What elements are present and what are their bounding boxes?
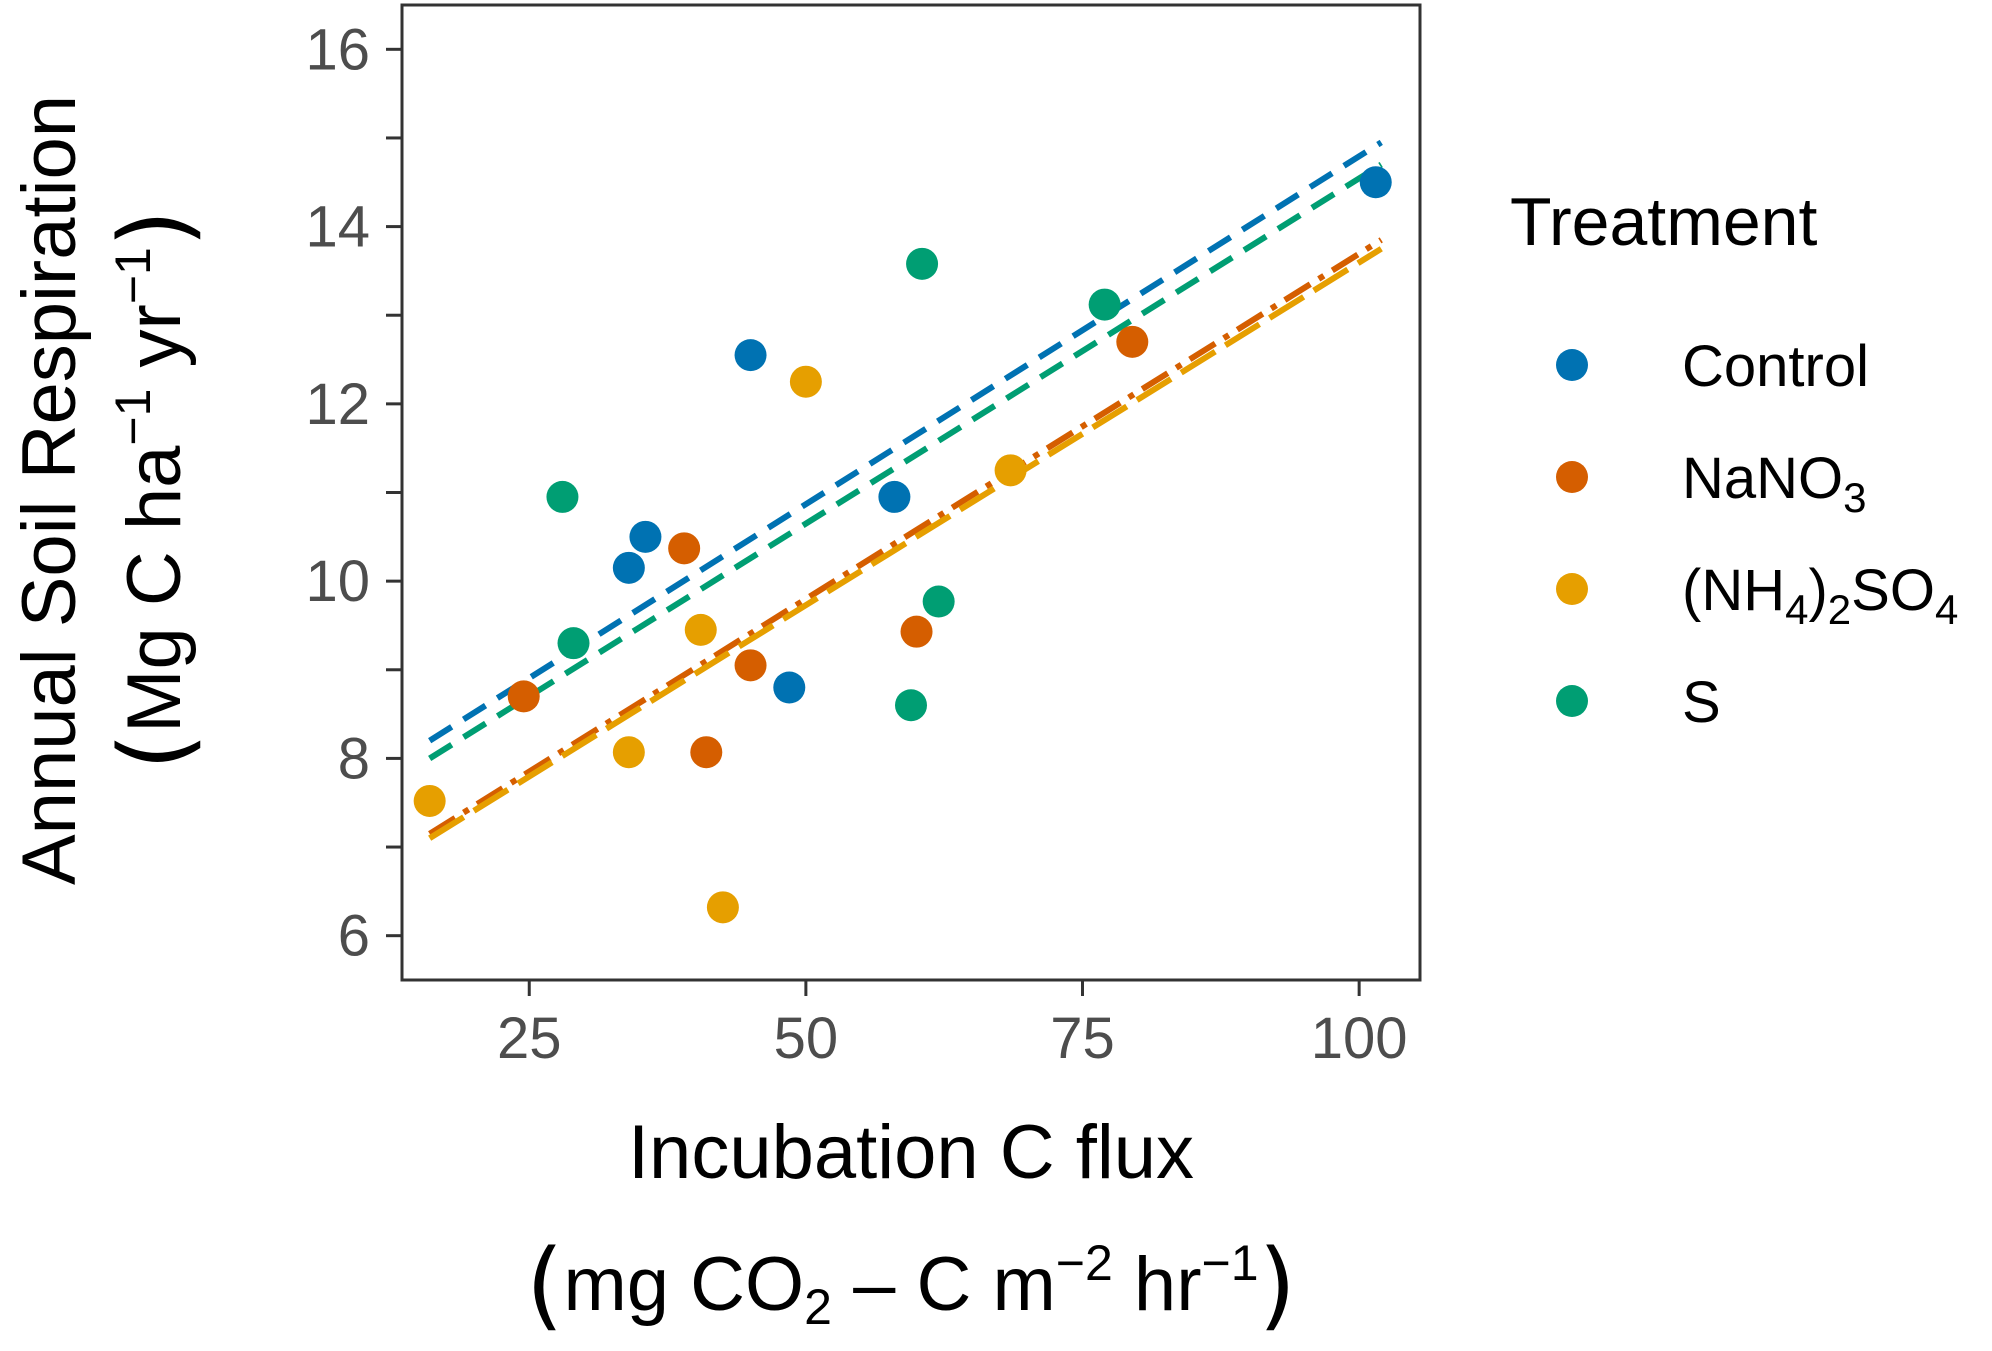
legend-key-nh4-2so4 (1556, 573, 1588, 605)
legend-title: Treatment (1510, 184, 1817, 260)
y-tick-label-10: 10 (305, 549, 370, 614)
legend-key-control (1556, 349, 1588, 381)
point-nh4-2so4-1 (413, 784, 446, 817)
point-nano3-2 (668, 532, 701, 565)
y-tick-label-6: 6 (338, 904, 370, 969)
trend-line-control (428, 139, 1383, 744)
y-axis-unit-group: (Mg C ha−1 yr−1) (99, 210, 211, 771)
x-unit-sup-2: −1 (1202, 1235, 1259, 1291)
point-nano3-6 (1116, 325, 1149, 358)
y-axis-title-group: Annual Soil Respiration (7, 95, 92, 885)
point-s-1 (546, 480, 579, 513)
legend-key-s (1556, 685, 1588, 717)
legend-label-nh4-2so4: (NH4)2SO4 (1682, 558, 1958, 633)
data-points (413, 166, 1392, 924)
y-tick-label-16: 16 (305, 17, 370, 82)
legend-key-nano3 (1556, 461, 1588, 493)
point-s-6 (1088, 288, 1121, 321)
point-s-5 (922, 585, 955, 618)
x-unit-part-b: hr (1113, 1242, 1202, 1327)
y-unit-close-paren: ) (99, 210, 211, 247)
x-axis-unit: (mg CO2 – C m−2 hr−1) (526, 1229, 1296, 1341)
y-unit-part-b: yr (112, 304, 197, 388)
point-control-4 (773, 671, 806, 704)
x-tick-label-25: 25 (497, 1006, 562, 1071)
trend-line-nh4-2so4 (428, 246, 1383, 841)
point-nh4-2so4-3 (684, 613, 717, 646)
y-tick-label-12: 12 (305, 372, 370, 437)
x-unit-sub-2: 2 (804, 1279, 832, 1335)
y-tick-label-8: 8 (338, 726, 370, 791)
trend-line-s (428, 162, 1383, 761)
x-tick-label-100: 100 (1311, 1006, 1408, 1071)
trend-lines (428, 139, 1383, 841)
point-control-1 (612, 551, 645, 584)
y-tick-label-14: 14 (305, 195, 370, 260)
x-unit-close-paren: ) (1259, 1229, 1296, 1341)
x-unit-open-paren: ( (526, 1229, 563, 1341)
x-unit-sup-1: −2 (1056, 1235, 1113, 1291)
point-s-4 (906, 247, 939, 280)
legend-label-control: Control (1682, 334, 1869, 399)
point-s-3 (895, 689, 927, 722)
point-nano3-5 (900, 615, 933, 648)
legend-label-s: S (1682, 670, 1721, 735)
y-unit-sup-2: −1 (105, 247, 161, 304)
trend-line-nano3 (428, 237, 1383, 837)
y-unit-part-a: Mg C ha (112, 445, 197, 733)
point-control-3 (734, 339, 767, 372)
point-nano3-4 (734, 649, 767, 682)
x-unit-part-a: mg CO (563, 1242, 804, 1327)
point-s-2 (557, 627, 590, 660)
point-nh4-2so4-4 (706, 891, 739, 924)
legend: Treatment Control NaNO3 (NH4)2SO4 S (1510, 184, 1958, 735)
point-control-2 (629, 520, 662, 553)
y-axis: 6 8 10 12 14 16 (305, 17, 402, 969)
point-nh4-2so4-6 (994, 454, 1027, 487)
y-unit-sup-1: −1 (105, 389, 161, 446)
point-nano3-3 (690, 736, 723, 769)
legend-label-nano3: NaNO3 (1682, 446, 1867, 521)
x-tick-label-75: 75 (1050, 1006, 1115, 1071)
x-tick-label-50: 50 (774, 1006, 839, 1071)
point-nh4-2so4-2 (612, 736, 645, 769)
y-unit-open-paren: ( (99, 733, 211, 770)
point-nh4-2so4-5 (789, 365, 822, 398)
x-axis: 25 50 75 100 (497, 980, 1408, 1071)
x-axis-title: Incubation C flux (628, 1110, 1194, 1195)
point-nano3-1 (507, 680, 540, 713)
point-control-5 (878, 480, 911, 513)
y-axis-unit: (Mg C ha−1 yr−1) (99, 210, 211, 771)
y-axis-title: Annual Soil Respiration (7, 95, 92, 885)
x-unit-part-mid: – C m (832, 1242, 1056, 1327)
point-control-6 (1359, 166, 1392, 199)
